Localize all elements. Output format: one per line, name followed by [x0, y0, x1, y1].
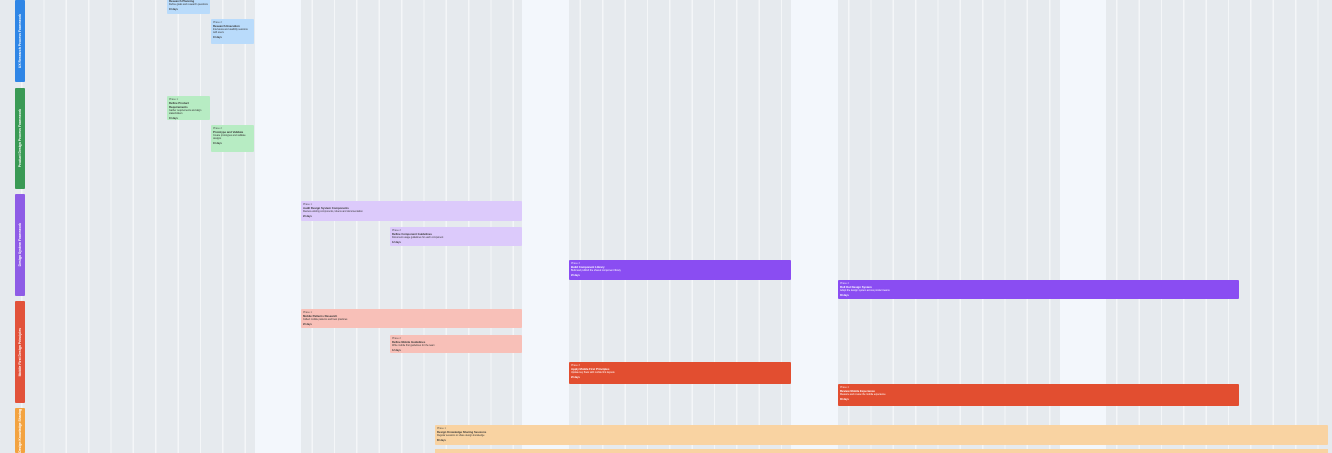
card-phase: Phase 2 [392, 229, 401, 232]
task-card[interactable]: Phase 3 Build Component Library Build and … [569, 260, 791, 280]
lane-label: Product Design Process Framework [15, 88, 25, 189]
task-card[interactable]: Phase 2 Prototype and Validate Create prot… [211, 125, 254, 152]
card-title: Build Component Library [571, 265, 605, 269]
card-duration: 36 days [840, 294, 849, 297]
card-title: Define Mobile Guidelines [392, 340, 426, 344]
card-title: Review Mobile Experience [840, 389, 875, 393]
highlight-column [1060, 0, 1106, 453]
card-phase: Phase 1 [169, 98, 178, 101]
card-title: Apply Mobile First Principles [571, 367, 610, 371]
card-phase: Phase 3 [571, 262, 580, 265]
highlight-column [255, 0, 301, 453]
card-description: Document usage guidelines for each compo… [392, 236, 444, 239]
lane-title: Product Design Process Framework [18, 109, 22, 168]
lane-title: Design System Framework [18, 223, 22, 267]
card-description: Write mobile first guidelines for the te… [392, 344, 435, 347]
card-phase: Phase 4 [840, 386, 849, 389]
card-description: Interviews and usability sessions with u… [213, 28, 248, 34]
card-duration: 20 days [303, 215, 312, 218]
card-duration: 12 days [392, 241, 401, 244]
card-bottom-strip [435, 449, 1328, 453]
card-title: Roll Out Design System [840, 285, 872, 289]
card-phase: Phase 1 [303, 203, 312, 206]
lane-label: Design System Framework [15, 194, 25, 296]
card-title: Mobile Patterns Research [303, 314, 338, 318]
card-description: Update key flows with mobile first layou… [571, 371, 615, 374]
card-description: Define goals and research questions [169, 3, 208, 6]
card-description: Regular sessions to share design knowled… [437, 434, 485, 437]
card-phase: Phase 2 [392, 337, 401, 340]
card-description: Review existing components, tokens and d… [303, 210, 363, 213]
card-description: Create prototypes and validate designs [213, 134, 246, 140]
card-title: Define Component Guidelines [392, 232, 432, 236]
card-description: Build and publish the shared component l… [571, 269, 621, 272]
card-title: Research Execution [213, 24, 240, 28]
card-duration: 20 days [571, 274, 580, 277]
card-title: Define Product Requirements [169, 101, 189, 109]
lane-label: Mobile First Design Principles [15, 301, 25, 403]
task-card[interactable]: Phase 1 Mobile Patterns Research Collect m… [301, 309, 522, 328]
card-description: Collect mobile patterns and best practic… [303, 318, 348, 321]
card-phase: Phase 2 [213, 127, 222, 130]
card-duration: 20 days [571, 376, 580, 379]
card-phase: Phase 4 [840, 282, 849, 285]
card-duration: 10 days [213, 36, 222, 39]
card-duration: 36 days [840, 398, 849, 401]
lane-label: UX Research Process Framework [15, 0, 25, 82]
card-title: Prototype and Validate [213, 130, 244, 134]
card-duration: 20 days [303, 323, 312, 326]
card-duration: 10 days [169, 117, 178, 120]
card-phase: Phase 2 [213, 21, 222, 24]
card-duration: 80 days [437, 439, 446, 442]
task-card[interactable]: Phase 2 Define Mobile Guidelines Write mob… [390, 335, 522, 353]
lane-title: UX Research Process Framework [18, 13, 22, 69]
card-phase: Phase 1 [437, 427, 446, 430]
card-description: Gather requirements and align stakeholde… [169, 109, 202, 115]
card-description: Adopt the design system across product t… [840, 289, 890, 292]
task-card[interactable]: Phase 3 Apply Mobile First Principles Upda… [569, 362, 791, 384]
lane-label: Design Knowledge Sharing [15, 408, 25, 453]
highlight-column [522, 0, 569, 453]
task-card[interactable]: Phase 4 Roll Out Design System Adopt the d… [838, 280, 1239, 299]
card-duration: 12 days [392, 349, 401, 352]
card-phase: Phase 3 [571, 364, 580, 367]
task-card[interactable]: Phase 1 Audit Design System Components Rev… [301, 201, 522, 221]
card-title: Audit Design System Components [303, 206, 349, 210]
lane-title: Mobile First Design Principles [18, 327, 22, 377]
card-duration: 10 days [213, 142, 222, 145]
task-card[interactable]: Phase 1 Define Product Requirements Gather… [167, 96, 210, 120]
lane-title: Design Knowledge Sharing [18, 408, 22, 453]
task-card[interactable]: Phase 1 Design Knowledge Sharing Sessions… [435, 425, 1328, 445]
task-card[interactable]: Phase 2 Research Execution Interviews and … [211, 19, 254, 44]
task-card[interactable]: Phase 2 Define Component Guidelines Docume… [390, 227, 522, 246]
task-card[interactable]: Phase 4 Review Mobile Experience Measure a… [838, 384, 1239, 406]
card-duration: 10 days [169, 8, 178, 11]
card-phase: Phase 1 [303, 311, 312, 314]
card-title: Research Planning [169, 0, 195, 3]
highlight-column [791, 0, 838, 453]
card-description: Measure and review the mobile experience [840, 393, 886, 396]
card-title: Design Knowledge Sharing Sessions [437, 430, 487, 434]
